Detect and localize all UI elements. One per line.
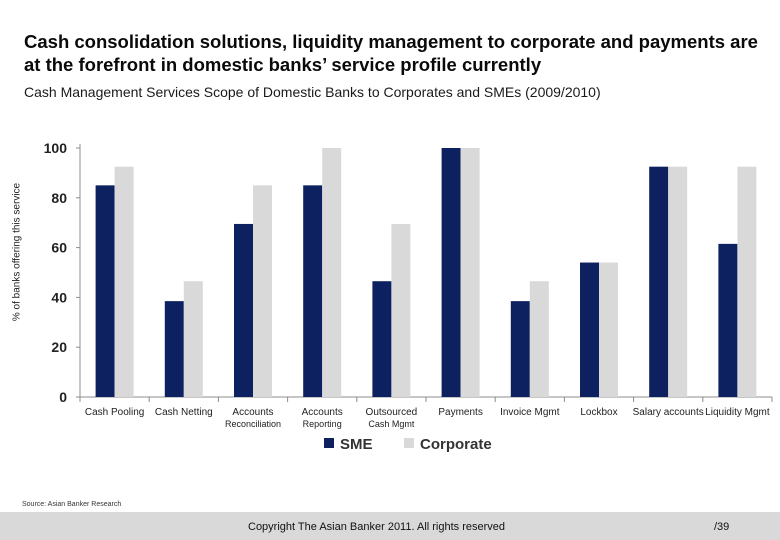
x-tick-label: Liquidity Mgmt	[705, 407, 770, 418]
bar-corporate-6	[460, 148, 480, 397]
legend-label-sme: SME	[340, 436, 373, 453]
bar-corporate-8	[599, 262, 618, 397]
bar-corporate-3	[253, 185, 272, 397]
bar-sme-3	[234, 223, 253, 397]
bar-chart: 0 20 40 60 80 100 Cash Pooling Cash Netting Acco…	[44, 140, 773, 453]
slide-title: Cash consolidation solutions, liquidity …	[24, 31, 758, 75]
bar-corporate-2	[183, 281, 203, 397]
x-tick-label: Payments	[438, 407, 482, 418]
bar-corporate-7	[529, 281, 549, 397]
y-tick-label: 20	[51, 339, 67, 355]
legend-label-corporate: Corporate	[420, 436, 492, 453]
y-tick-label: 40	[51, 289, 67, 305]
x-tick-label: Cash Pooling	[85, 407, 144, 418]
bar-corporate-4	[322, 148, 342, 397]
x-tick-label: Accounts	[232, 407, 273, 418]
x-tick-label: Reconciliation	[225, 419, 281, 429]
x-tick-label: Invoice Mgmt	[500, 407, 560, 418]
footer-bar: Copyright The Asian Banker 2011. All rig…	[0, 512, 780, 540]
bar-corporate-10	[737, 166, 757, 397]
y-tick-label: 100	[44, 140, 68, 156]
y-tick-label: 60	[51, 240, 67, 256]
legend-swatch-corporate	[404, 438, 414, 448]
bar-sme-10	[718, 243, 738, 397]
page-number: /39	[714, 521, 730, 533]
bar-sme-6	[441, 148, 461, 397]
bar-sme-4	[303, 185, 323, 397]
bar-sme-9	[649, 166, 669, 397]
x-tick-label: Cash Mgmt	[368, 419, 415, 429]
bar-corporate-9	[668, 166, 688, 397]
bar-corporate-1	[114, 166, 134, 397]
x-tick-label: Cash Netting	[155, 407, 213, 418]
chart-subtitle: Cash Management Services Scope of Domest…	[24, 84, 601, 100]
x-tick-label: Accounts	[302, 407, 343, 418]
bar-sme-7	[510, 301, 530, 397]
y-tick-label: 80	[51, 190, 67, 206]
x-tick-label: Lockbox	[580, 407, 617, 418]
bar-sme-2	[164, 301, 184, 397]
bar-sme-8	[580, 262, 599, 397]
x-tick-label: Outsourced	[366, 407, 418, 418]
x-tick-label: Salary accounts	[633, 407, 704, 418]
y-tick-label: 0	[59, 389, 67, 405]
bar-sme-1	[95, 185, 115, 397]
bar-corporate-5	[391, 223, 411, 397]
x-tick-label: Reporting	[303, 419, 342, 429]
legend-swatch-sme	[324, 438, 334, 448]
bar-sme-5	[372, 281, 392, 397]
copyright-text: Copyright The Asian Banker 2011. All rig…	[248, 521, 506, 533]
source-note: Source: Asian Banker Research	[22, 501, 122, 508]
